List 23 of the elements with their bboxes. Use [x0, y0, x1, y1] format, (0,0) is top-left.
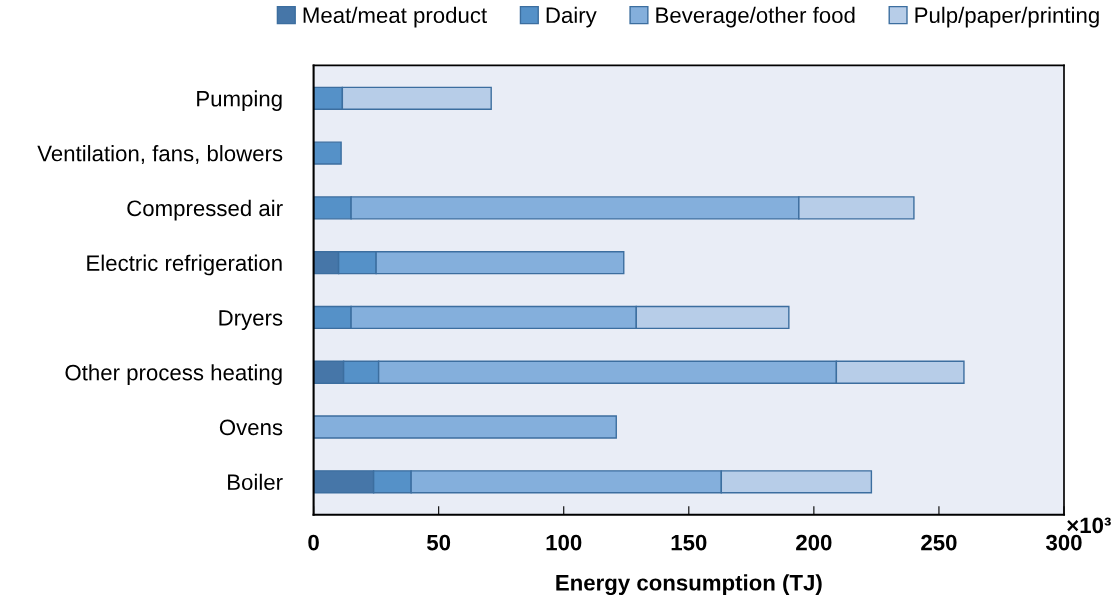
text: ×10³ — [1067, 517, 1111, 534]
y-tick-label: Pumping — [197, 90, 282, 111]
legend-label: Dairy — [546, 6, 597, 28]
x-tick-label: 100 — [546, 534, 582, 551]
x-tick-label: 200 — [796, 534, 832, 551]
legend-label: Pulp/paper/printing — [915, 6, 1099, 28]
legend-label: Beverage/other food — [656, 6, 855, 28]
x-tick-label: 250 — [921, 534, 957, 551]
x-tick-label: 150 — [671, 534, 707, 551]
x-tick-label: 50 — [426, 534, 451, 551]
x-tick-label: 0 — [308, 534, 319, 551]
y-tick-label: Compressed air — [127, 199, 283, 221]
y-tick-label: Boiler — [228, 473, 283, 491]
bar — [313, 141, 342, 165]
legend-label: Meat/meat product — [303, 6, 487, 28]
bar — [313, 415, 617, 439]
y-tick-label: Dryers — [219, 310, 283, 331]
x-tick-label: 300 — [1045, 534, 1082, 551]
y-tick-label: Other process heating — [65, 364, 282, 385]
x-axis-title: Energy consumption (TJ) — [556, 574, 822, 595]
y-tick-label: Ventilation, fans, blowers — [37, 145, 283, 164]
y-tick-label: Ovens — [219, 419, 283, 436]
y-tick-label: Electric refrigeration — [87, 254, 282, 276]
